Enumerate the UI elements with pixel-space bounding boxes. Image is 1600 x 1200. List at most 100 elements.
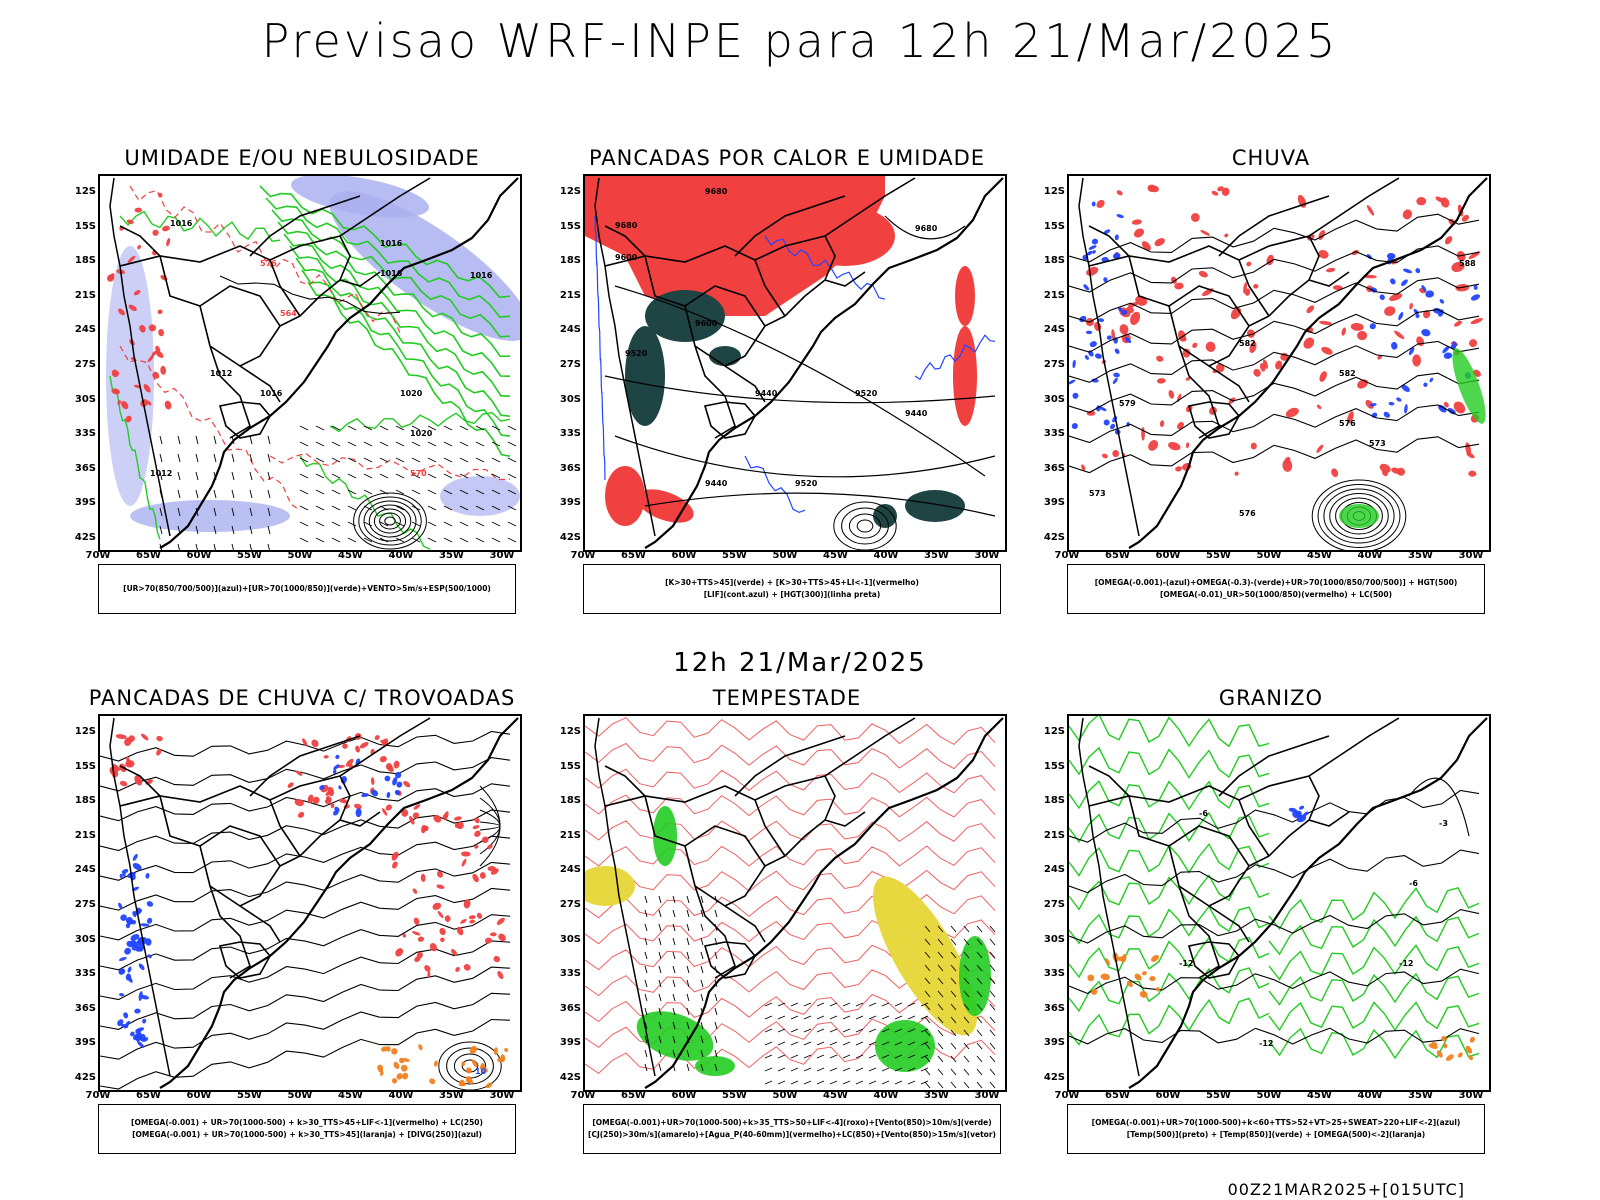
panel-legend: [UR>70(850/700/500)](azul)+[UR>70(1000/8… bbox=[98, 564, 516, 614]
lon-tick-label: 35W bbox=[924, 1090, 949, 1101]
svg-text:-12: -12 bbox=[1399, 959, 1413, 968]
svg-text:9680: 9680 bbox=[915, 224, 938, 233]
lon-tick-label: 35W bbox=[924, 550, 949, 561]
lat-tick-label: 33S bbox=[559, 968, 581, 980]
lon-tick-label: 60W bbox=[186, 1090, 212, 1101]
map-plot: 10 bbox=[100, 717, 519, 1090]
svg-text:579: 579 bbox=[1119, 399, 1136, 408]
lat-tick-label: 42S bbox=[559, 532, 581, 543]
lat-tick-label: 12S bbox=[559, 726, 581, 737]
lon-tick-label: 70W bbox=[1054, 1090, 1080, 1101]
lon-tick-label: 50W bbox=[287, 550, 313, 561]
svg-text:9680: 9680 bbox=[615, 221, 638, 230]
lat-tick-label: 33S bbox=[74, 968, 96, 980]
lon-tick-label: 50W bbox=[1256, 1090, 1282, 1101]
lat-tick-label: 24S bbox=[1043, 324, 1065, 336]
lon-tick-label: 45W bbox=[823, 550, 848, 561]
lat-tick-label: 39S bbox=[1043, 497, 1065, 509]
panel-legend: [K>30+TTS>45](verde) + [K>30+TTS>45+LI<-… bbox=[583, 564, 1001, 614]
panel-title: UMIDADE E/OU NEBULOSIDADE bbox=[124, 146, 480, 170]
lat-tick-label: 36S bbox=[1043, 462, 1065, 474]
lat-tick-label: 24S bbox=[74, 864, 96, 876]
lat-tick-label: 15S bbox=[74, 220, 96, 232]
lon-tick-label: 40W bbox=[873, 550, 899, 561]
lat-tick-label: 39S bbox=[74, 1037, 96, 1049]
lat-tick-label: 18S bbox=[1043, 795, 1065, 807]
lon-tick-label: 60W bbox=[1155, 550, 1181, 561]
svg-text:-6: -6 bbox=[1409, 879, 1418, 888]
mid-title: 12h 21/Mar/2025 bbox=[673, 648, 927, 678]
svg-text:576: 576 bbox=[1339, 419, 1356, 428]
lat-tick-label: 18S bbox=[559, 255, 581, 267]
svg-text:1016: 1016 bbox=[380, 269, 403, 278]
svg-text:1016: 1016 bbox=[170, 219, 193, 228]
lat-tick-label: 15S bbox=[559, 220, 581, 232]
lon-tick-label: 70W bbox=[570, 550, 596, 561]
lat-tick-label: 36S bbox=[74, 462, 96, 474]
svg-text:9600: 9600 bbox=[695, 319, 718, 328]
lon-tick-label: 45W bbox=[1307, 1090, 1332, 1101]
svg-text:564: 564 bbox=[280, 309, 297, 318]
lat-tick-label: 39S bbox=[559, 1037, 581, 1049]
lon-tick-label: 40W bbox=[1357, 550, 1383, 561]
svg-text:576: 576 bbox=[1239, 509, 1256, 518]
map-plot: 1016 1016 1012 1016 1020 1020 1016 576 570 564 101… bbox=[106, 176, 520, 550]
lon-tick-label: 35W bbox=[1408, 1090, 1433, 1101]
svg-text:9520: 9520 bbox=[855, 389, 878, 398]
panel-granizo: GRANIZO -12 -12 -12 -6 -6 -3 12S 15S 18S 21S 24S 27S… bbox=[1031, 686, 1511, 1168]
panel-title: PANCADAS POR CALOR E UMIDADE bbox=[588, 146, 986, 170]
lon-tick-label: 55W bbox=[722, 1090, 747, 1101]
svg-text:1012: 1012 bbox=[210, 369, 232, 378]
lat-tick-label: 30S bbox=[1043, 393, 1065, 405]
lon-tick-label: 60W bbox=[671, 1090, 697, 1101]
lat-tick-label: 15S bbox=[1043, 760, 1065, 772]
lat-tick-label: 12S bbox=[559, 186, 581, 197]
lat-tick-label: 36S bbox=[559, 462, 581, 474]
lat-tick-label: 27S bbox=[74, 899, 96, 910]
lat-tick-label: 21S bbox=[1043, 829, 1065, 841]
lat-tick-label: 21S bbox=[1043, 289, 1065, 301]
run-timestamp: 00Z21MAR2025+[015UTC] bbox=[1227, 1180, 1465, 1199]
panel-legend: [OMEGA(-0.001)+UR>70(1000-500)+k>35_TTS>… bbox=[583, 1104, 1001, 1154]
legend-line: [UR>70(850/700/500)](azul)+[UR>70(1000/8… bbox=[123, 584, 491, 593]
svg-text:1016: 1016 bbox=[470, 271, 493, 280]
lat-tick-label: 15S bbox=[1043, 220, 1065, 232]
lat-tick-label: 12S bbox=[1043, 186, 1065, 197]
svg-text:-3: -3 bbox=[1439, 819, 1448, 828]
svg-text:582: 582 bbox=[1239, 339, 1256, 348]
lat-tick-label: 21S bbox=[559, 829, 581, 841]
main-title: Previsao WRF-INPE para 12h 21/Mar/2025 bbox=[261, 14, 1339, 68]
lon-tick-label: 30W bbox=[489, 1090, 515, 1101]
lat-tick-label: 33S bbox=[74, 428, 96, 440]
panel-legend: [OMEGA(-0.001)-(azul)+OMEGA(-0.3)-(verde… bbox=[1067, 564, 1485, 614]
lat-tick-label: 36S bbox=[1043, 1002, 1065, 1014]
lat-tick-label: 42S bbox=[1043, 532, 1065, 543]
lat-tick-label: 27S bbox=[559, 899, 581, 910]
lon-tick-label: 65W bbox=[1105, 1090, 1130, 1101]
svg-text:573: 573 bbox=[1369, 439, 1386, 448]
panel-umidade: UMIDADE E/OU NEBULOSIDADE 1016 1016 1012 101… bbox=[62, 146, 542, 628]
lon-tick-label: 55W bbox=[1206, 1090, 1231, 1101]
lon-tick-label: 40W bbox=[388, 550, 414, 561]
svg-text:-6: -6 bbox=[1199, 809, 1208, 818]
lon-tick-label: 35W bbox=[439, 550, 464, 561]
lon-tick-label: 55W bbox=[237, 550, 262, 561]
lon-tick-label: 65W bbox=[621, 1090, 646, 1101]
lat-tick-label: 12S bbox=[74, 726, 96, 737]
lat-tick-label: 27S bbox=[1043, 899, 1065, 910]
map-plot: -12 -12 -12 -6 -6 -3 bbox=[1069, 716, 1488, 1089]
legend-line: [LIF](cont.azul) + [HGT(300)](linha pret… bbox=[703, 590, 881, 599]
lat-tick-label: 42S bbox=[74, 532, 96, 543]
lat-tick-label: 42S bbox=[1043, 1072, 1065, 1083]
legend-line: [OMEGA(-0.001)-(azul)+OMEGA(-0.3)-(verde… bbox=[1094, 578, 1458, 587]
lon-tick-label: 60W bbox=[671, 550, 697, 561]
svg-text:1016: 1016 bbox=[380, 239, 403, 248]
svg-text:9520: 9520 bbox=[625, 349, 648, 358]
panel-title: GRANIZO bbox=[1218, 686, 1324, 710]
lat-tick-label: 39S bbox=[559, 497, 581, 509]
lon-tick-label: 65W bbox=[136, 550, 161, 561]
lat-tick-label: 15S bbox=[559, 760, 581, 772]
lon-tick-label: 70W bbox=[1054, 550, 1080, 561]
legend-line: [OMEGA(-0.001) + UR>70(1000-500) + k>30_… bbox=[131, 1118, 483, 1127]
lon-tick-label: 40W bbox=[873, 1090, 899, 1101]
